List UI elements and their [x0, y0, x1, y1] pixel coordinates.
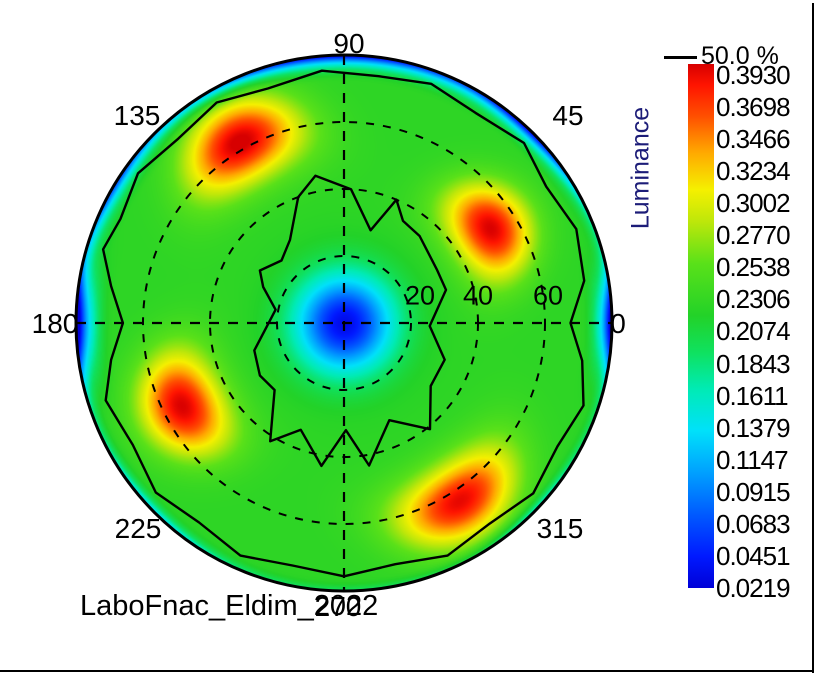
contour-legend-line	[664, 56, 697, 59]
radial-grid-circle-40	[209, 188, 479, 458]
radial-grid-circle-60	[142, 121, 546, 525]
colorbar-tick-label: 0.3930	[716, 60, 791, 90]
colorbar-tick-label: 0.3698	[716, 92, 791, 123]
colorbar-tick-label: 0.1379	[716, 412, 791, 443]
colorbar-gradient	[688, 64, 714, 588]
contour-line-50pct-outer	[101, 69, 586, 578]
colorbar-tick-label: 0.2770	[716, 220, 791, 251]
colorbar-tick-label: 0.0219	[716, 572, 791, 603]
colorbar-tick-label: 0.1147	[716, 444, 789, 475]
measurement-caption: LaboFnac_Eldim_2022	[80, 590, 379, 622]
colorbar-tick-label: 0.1611	[716, 380, 789, 411]
colorbar-tick-label: 0.3002	[716, 188, 791, 219]
colorbar-tick-label: 0.3234	[716, 156, 791, 187]
angle-label-315: 315	[536, 513, 584, 544]
angle-label-225: 225	[114, 513, 162, 544]
window-frame-bottom-edge	[0, 670, 814, 672]
window-frame-right-edge	[812, 3, 814, 673]
colorbar-tick-label: 0.0451	[716, 540, 791, 571]
colorbar-tick-label: 0.0683	[716, 508, 791, 539]
colorbar-tick-label: 0.2074	[716, 316, 791, 347]
colorbar-tick-label: 0.3466	[716, 124, 791, 155]
angle-label-180: 180	[31, 308, 79, 339]
radial-label-20: 20	[404, 280, 436, 311]
polar-plot-border-circle	[74, 53, 614, 593]
radial-label-40: 40	[462, 280, 494, 311]
angle-label-90: 90	[333, 28, 365, 59]
radial-label-60: 60	[532, 280, 564, 311]
colorbar-tick-label: 0.1843	[716, 348, 791, 379]
angle-label-135: 135	[113, 100, 161, 131]
angle-label-270: 270	[314, 591, 362, 622]
radial-grid-circle-20	[276, 255, 412, 391]
colorbar-tick-label: 0.2538	[716, 252, 791, 283]
colorbar-tick-label: 0.2306	[716, 284, 791, 315]
colorbar-tick-label: 0.0915	[716, 476, 791, 507]
angle-label-45: 45	[552, 100, 584, 131]
contour-legend-label: 50.0 %	[701, 42, 779, 70]
angle-label-0: 0	[610, 308, 626, 339]
contour-line-50pct-inner	[253, 174, 448, 468]
colorbar-title: Luminance	[626, 106, 655, 230]
